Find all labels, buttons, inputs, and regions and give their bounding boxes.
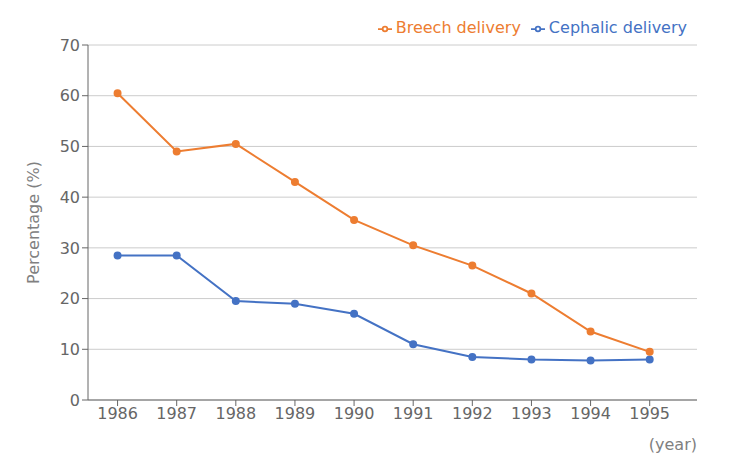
svg-text:1995: 1995: [629, 404, 670, 423]
svg-text:Percentage (%): Percentage (%): [24, 161, 43, 284]
svg-text:40: 40: [60, 188, 80, 207]
html-text:Breech delivery: Breech delivery: [395, 18, 521, 37]
svg-text:70: 70: [60, 36, 80, 55]
svg-text:1986: 1986: [97, 404, 138, 423]
svg-text:0: 0: [70, 391, 80, 410]
svg-text:1987: 1987: [156, 404, 197, 423]
svg-text:1991: 1991: [393, 404, 434, 423]
svg-text:60: 60: [60, 86, 80, 105]
svg-text:1994: 1994: [570, 404, 611, 423]
svg-text:1990: 1990: [334, 404, 375, 423]
svg-text:30: 30: [60, 239, 80, 258]
svg-text:10: 10: [60, 340, 80, 359]
svg-text:20: 20: [60, 289, 80, 308]
svg-text:1988: 1988: [215, 404, 256, 423]
svg-text:1993: 1993: [511, 404, 552, 423]
svg-text:50: 50: [60, 137, 80, 156]
svg-text:1992: 1992: [452, 404, 493, 423]
svg-text:1989: 1989: [275, 404, 316, 423]
svg-text:(year): (year): [649, 435, 697, 454]
html-text:Cephalic delivery: Cephalic delivery: [548, 18, 687, 37]
